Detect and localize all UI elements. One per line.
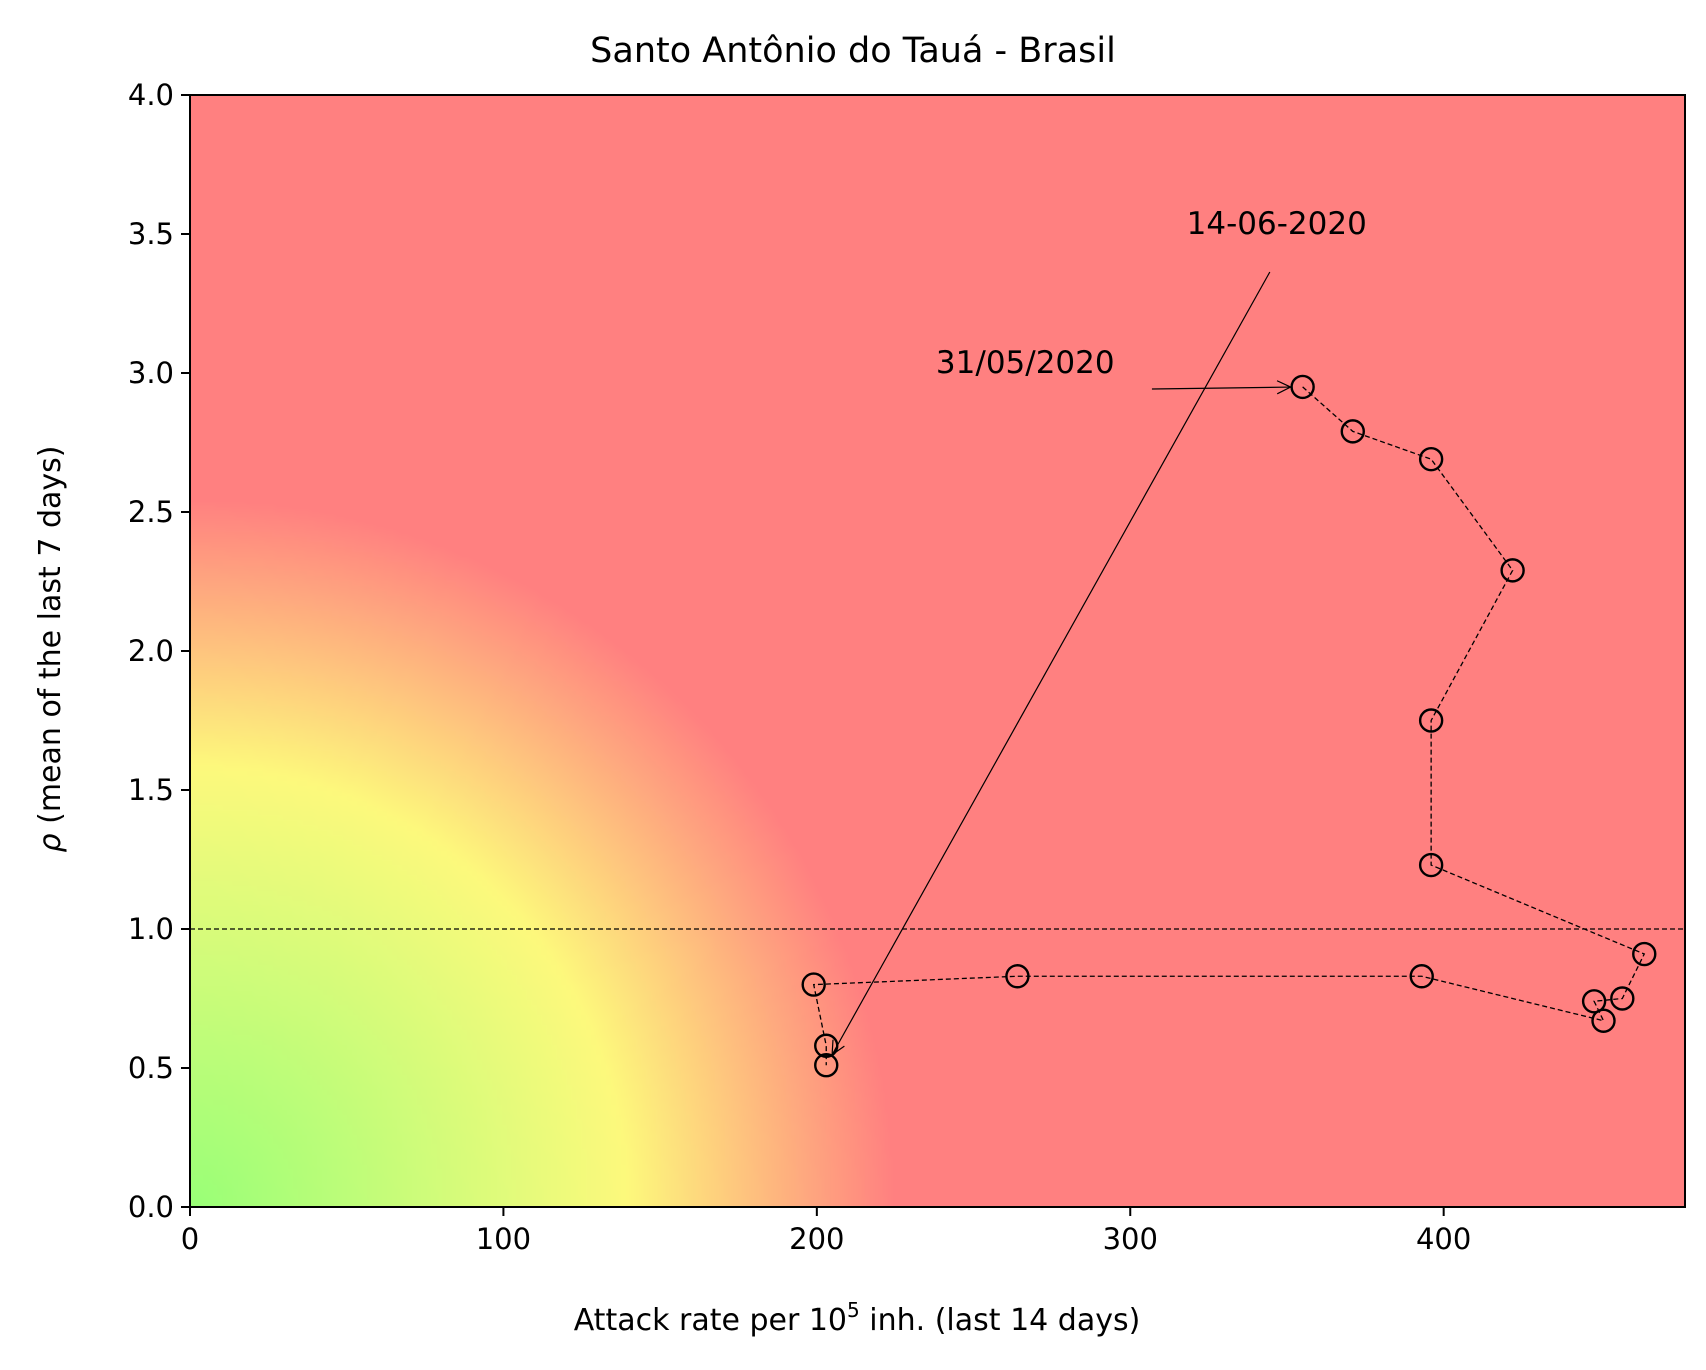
y-tick-label: 2.5 <box>128 495 174 529</box>
y-tick-label: 4.0 <box>128 78 174 112</box>
data-point <box>1581 989 1607 1014</box>
x-tick-label: 400 <box>1416 1222 1471 1256</box>
x-tick-label: 0 <box>181 1222 199 1256</box>
y-tick-label: 0.0 <box>128 1190 174 1224</box>
annotation-label: 31/05/2020 <box>936 345 1115 381</box>
x-axis-title: Attack rate per 105 inh. (last 14 days) <box>574 1298 1141 1338</box>
series-layer <box>801 374 1657 1078</box>
annotation-arrow-head <box>831 1039 845 1056</box>
data-point <box>814 1053 839 1078</box>
y-tick-label: 2.0 <box>128 634 174 668</box>
x-tick-label: 100 <box>476 1222 531 1256</box>
x-axis-title-superscript: 5 <box>847 1298 860 1322</box>
x-axis-title-suffix: inh. (last 14 days) <box>860 1303 1141 1338</box>
data-point <box>1418 446 1444 472</box>
y-tick-label: 1.0 <box>128 912 174 946</box>
data-point <box>1340 419 1365 444</box>
y-tick-label: 3.5 <box>128 217 174 251</box>
annotation-layer: 31/05/2020 14-06-2020 <box>831 206 1367 1056</box>
y-tick-label: 3.0 <box>128 356 174 390</box>
annotation-arrow-head <box>1276 380 1293 395</box>
data-point <box>801 972 826 997</box>
series-line <box>812 386 1646 1066</box>
y-axis-ticks: 0.0 0.5 1.0 1.5 2.0 2.5 3.0 3.5 4.0 <box>128 78 190 1224</box>
y-axis-title-rest: (mean of the last 7 days) <box>33 446 68 834</box>
y-axis-title-symbol: ρ <box>33 833 68 852</box>
annotation-arrow-line <box>831 271 1271 1056</box>
data-point <box>1418 852 1444 878</box>
chart-title: Santo Antônio do Tauá - Brasil <box>590 31 1116 71</box>
data-point <box>1610 986 1635 1011</box>
y-tick-label: 1.5 <box>128 773 174 807</box>
data-point <box>1591 1008 1616 1033</box>
risk-heatmap <box>190 95 1685 1207</box>
data-point <box>1409 964 1434 989</box>
x-tick-label: 300 <box>1103 1222 1158 1256</box>
data-point <box>1418 708 1444 733</box>
x-tick-label: 200 <box>789 1222 844 1256</box>
annotation-label: 14-06-2020 <box>1187 206 1367 242</box>
y-tick-label: 0.5 <box>128 1051 174 1085</box>
y-axis-title: ρ (mean of the last 7 days) <box>33 446 68 853</box>
data-point <box>1005 964 1030 989</box>
data-point <box>1632 941 1657 967</box>
x-axis-title-prefix: Attack rate per 10 <box>574 1303 847 1338</box>
data-point <box>1500 558 1525 583</box>
x-axis-ticks: 0 100 200 300 400 <box>181 1207 1471 1256</box>
annotation-arrow-line <box>1151 386 1291 390</box>
